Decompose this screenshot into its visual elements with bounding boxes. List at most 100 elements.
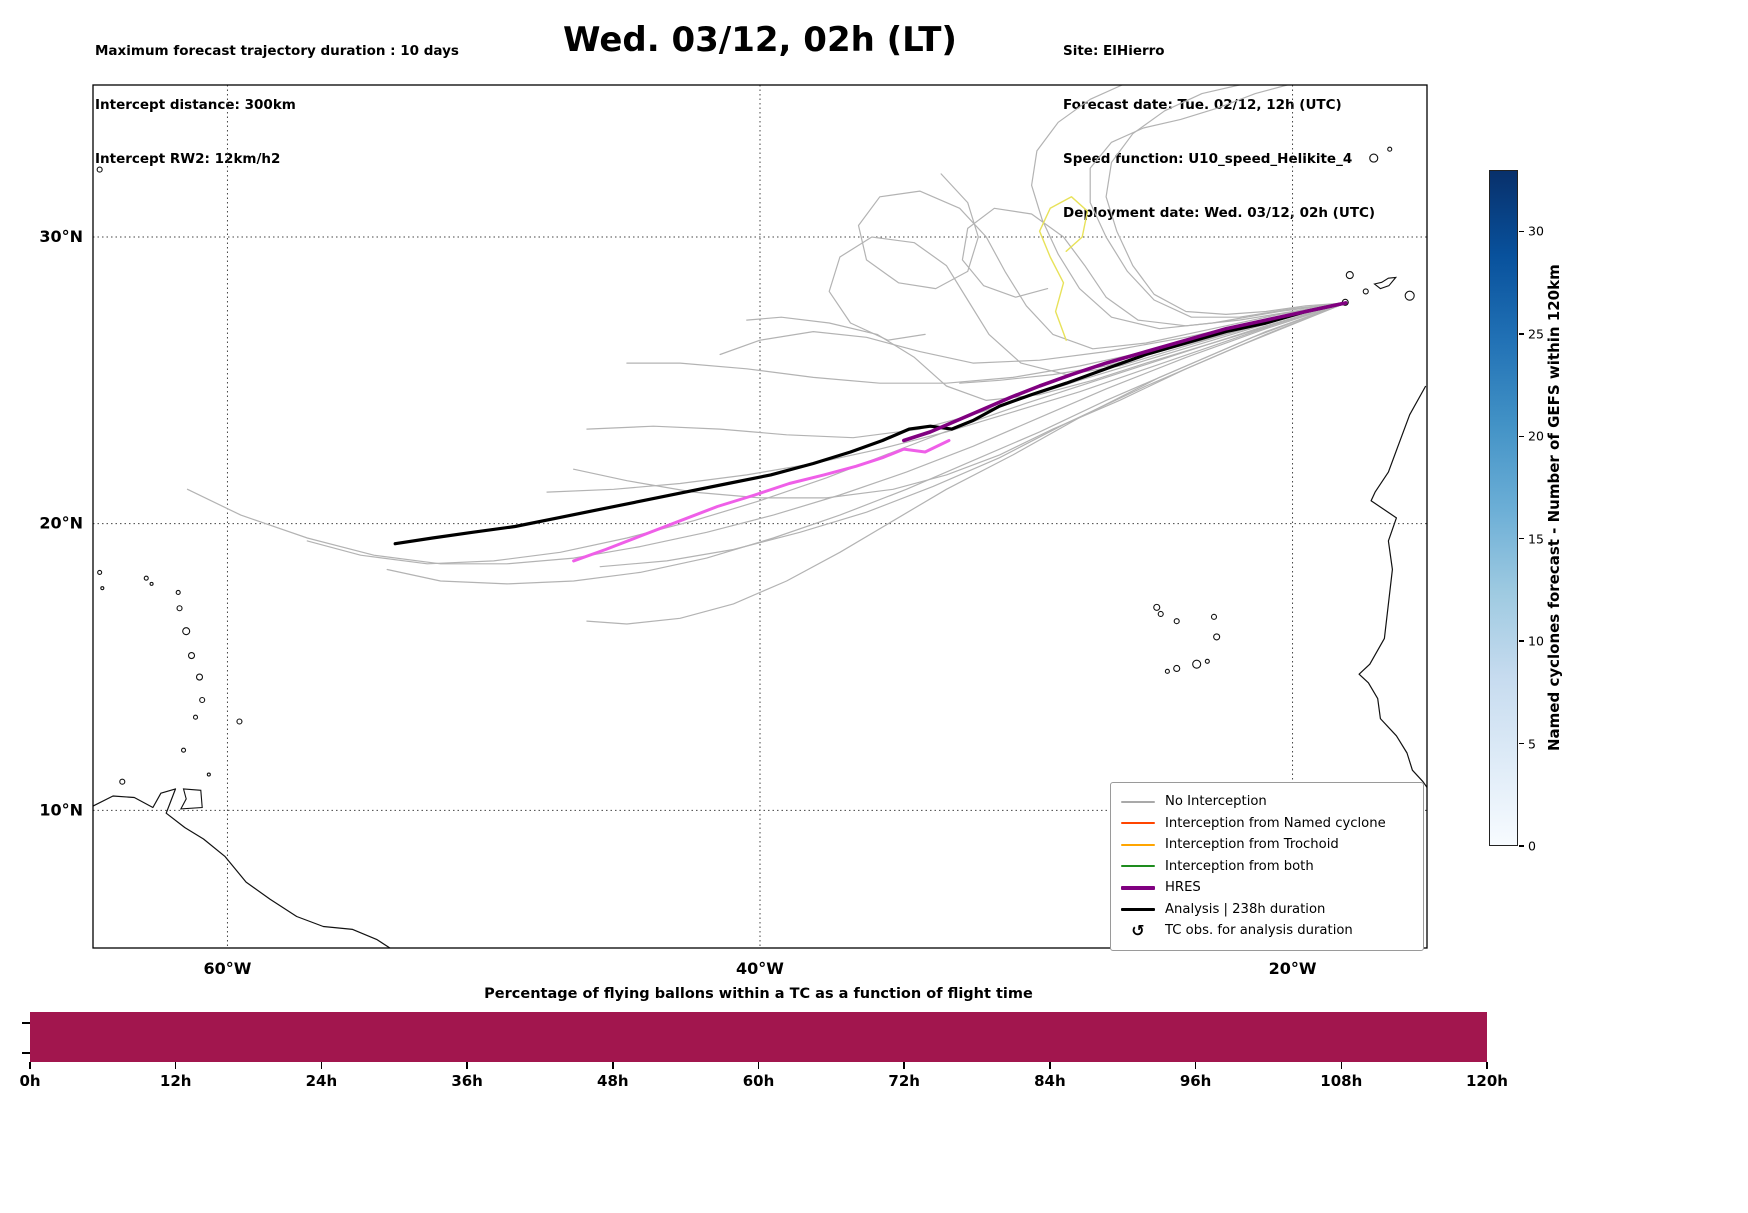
coastline bbox=[93, 788, 391, 948]
flight-time-tickmark bbox=[174, 1062, 177, 1069]
island bbox=[1210, 613, 1218, 620]
legend-row: Interception from Named cyclone bbox=[1121, 813, 1413, 835]
island bbox=[1153, 603, 1161, 611]
trajectory-no-interception-gefs-ensemble-trajectories bbox=[599, 302, 1347, 568]
flight-time-tickmark bbox=[1194, 1062, 1197, 1069]
trajectory-no-interception-gefs-ensemble-trajectories bbox=[1105, 85, 1347, 315]
flight-time-tick-label: 12h bbox=[159, 1072, 192, 1090]
legend-row: Interception from both bbox=[1121, 856, 1413, 878]
colorbar-tickmark bbox=[1519, 845, 1524, 847]
island bbox=[180, 747, 187, 753]
bottom-chart-title: Percentage of flying ballons within a TC… bbox=[484, 986, 1033, 1002]
island bbox=[179, 788, 203, 810]
island bbox=[195, 673, 204, 681]
trajectory-hres bbox=[901, 301, 1348, 443]
island bbox=[1345, 271, 1354, 280]
island bbox=[149, 581, 154, 586]
legend-line-sample bbox=[1121, 822, 1155, 825]
flight-time-tick-label: 84h bbox=[1034, 1072, 1066, 1090]
island bbox=[182, 627, 191, 636]
trajectory-magenta-trajectory-unlabeled bbox=[572, 439, 951, 563]
legend-line-sample bbox=[1121, 843, 1155, 846]
island bbox=[176, 605, 183, 612]
bottom-axis-y-tick bbox=[22, 1022, 30, 1024]
colorbar-tickmark bbox=[1519, 230, 1524, 233]
legend-line-sample bbox=[1121, 907, 1155, 911]
flight-time-tick-label: 0h bbox=[19, 1072, 41, 1090]
trajectories-layer bbox=[186, 85, 1348, 625]
colorbar-tick-label: 30 bbox=[1528, 223, 1544, 239]
plot-frame bbox=[92, 84, 1428, 949]
legend-label: Interception from Named cyclone bbox=[1165, 815, 1386, 831]
legend-label: No Interception bbox=[1165, 794, 1267, 810]
site-text: Site: ElHierro bbox=[1063, 43, 1165, 59]
flight-time-tick-label: 24h bbox=[305, 1072, 338, 1090]
trajectory-no-interception-gefs-ensemble-trajectories bbox=[828, 236, 1347, 376]
colorbar-tickmark bbox=[1519, 333, 1524, 335]
island bbox=[100, 586, 105, 591]
legend-line-sample bbox=[1121, 865, 1155, 868]
island bbox=[143, 575, 149, 581]
colorbar-gradient bbox=[1489, 170, 1518, 846]
trajectory-no-interception-gefs-ensemble-trajectories bbox=[1030, 85, 1347, 330]
island bbox=[206, 772, 211, 777]
trajectory-no-interception-gefs-ensemble-trajectories bbox=[961, 207, 1347, 327]
colorbar-tick-label: 20 bbox=[1528, 428, 1544, 444]
lat-tick-label: 30°N bbox=[39, 227, 83, 246]
max-duration-text: Maximum forecast trajectory duration : 1… bbox=[95, 43, 459, 59]
flight-time-tick-label: 60h bbox=[742, 1072, 775, 1090]
flight-time-tickmark bbox=[1340, 1062, 1343, 1069]
colorbar: Named cyclones forecast - Number of GEFS… bbox=[1489, 170, 1619, 854]
tc-obs-icon: ↺ bbox=[1131, 920, 1145, 940]
island bbox=[119, 778, 126, 785]
island bbox=[199, 696, 206, 704]
colorbar-tickmark bbox=[1519, 742, 1524, 745]
forecast-info-block: Site: ElHierro Forecast date: Tue. 02/12… bbox=[1063, 6, 1375, 240]
lat-tick-label: 20°N bbox=[39, 514, 83, 533]
island bbox=[187, 652, 196, 660]
legend-row: HRES bbox=[1121, 877, 1413, 899]
island bbox=[1404, 290, 1415, 301]
island bbox=[192, 714, 199, 720]
legend-label: HRES bbox=[1165, 880, 1201, 896]
run-parameters-block: Maximum forecast trajectory duration : 1… bbox=[95, 6, 459, 186]
lat-tick-label: 10°N bbox=[39, 800, 83, 819]
legend-row: Interception from Trochoid bbox=[1121, 834, 1413, 856]
flight-time-tickmark bbox=[466, 1062, 468, 1069]
lon-tick-label: 20°W bbox=[1269, 959, 1317, 978]
flight-time-tick-label: 72h bbox=[888, 1072, 920, 1090]
colorbar-tick-label: 15 bbox=[1528, 531, 1544, 547]
island bbox=[1204, 658, 1210, 664]
flight-time-tick-label: 120h bbox=[1466, 1072, 1508, 1090]
island bbox=[1192, 659, 1202, 669]
legend-label: Interception from Trochoid bbox=[1165, 837, 1339, 853]
legend-line-sample bbox=[1121, 885, 1155, 890]
island bbox=[1173, 664, 1181, 673]
island bbox=[175, 589, 181, 596]
lon-tick-label: 40°W bbox=[736, 959, 784, 978]
island bbox=[1362, 288, 1369, 295]
speed-function-text: Speed function: U10_speed_Helikite_4 bbox=[1063, 151, 1353, 167]
figure-title: Wed. 03/12, 02h (LT) bbox=[563, 20, 957, 60]
island bbox=[236, 718, 243, 725]
flight-time-tick-label: 48h bbox=[597, 1072, 629, 1090]
flight-time-tick-label: 96h bbox=[1179, 1072, 1212, 1090]
flight-time-tickmark bbox=[1049, 1062, 1051, 1069]
trajectory-no-interception-gefs-ensemble-trajectories bbox=[746, 302, 1347, 401]
colorbar-tick-label: 0 bbox=[1528, 838, 1536, 854]
colorbar-tickmark bbox=[1519, 537, 1524, 540]
island bbox=[1369, 153, 1379, 163]
flight-time-tickmark bbox=[320, 1062, 323, 1069]
colorbar-label: Named cyclones forecast - Number of GEFS… bbox=[1545, 264, 1563, 752]
lon-tick-label: 60°W bbox=[204, 959, 252, 978]
bottom-axis-y-tick bbox=[22, 1052, 30, 1054]
island bbox=[1173, 618, 1180, 625]
flight-time-tick-label: 36h bbox=[451, 1072, 483, 1090]
island bbox=[1373, 276, 1398, 290]
flight-time-tickmark bbox=[757, 1062, 760, 1069]
trajectory-no-interception-gefs-ensemble-trajectories bbox=[306, 302, 1347, 565]
percentage-bar bbox=[30, 1012, 1487, 1062]
legend-row: No Interception bbox=[1121, 791, 1413, 813]
trajectory-no-interception-gefs-ensemble-trajectories bbox=[857, 173, 1347, 350]
